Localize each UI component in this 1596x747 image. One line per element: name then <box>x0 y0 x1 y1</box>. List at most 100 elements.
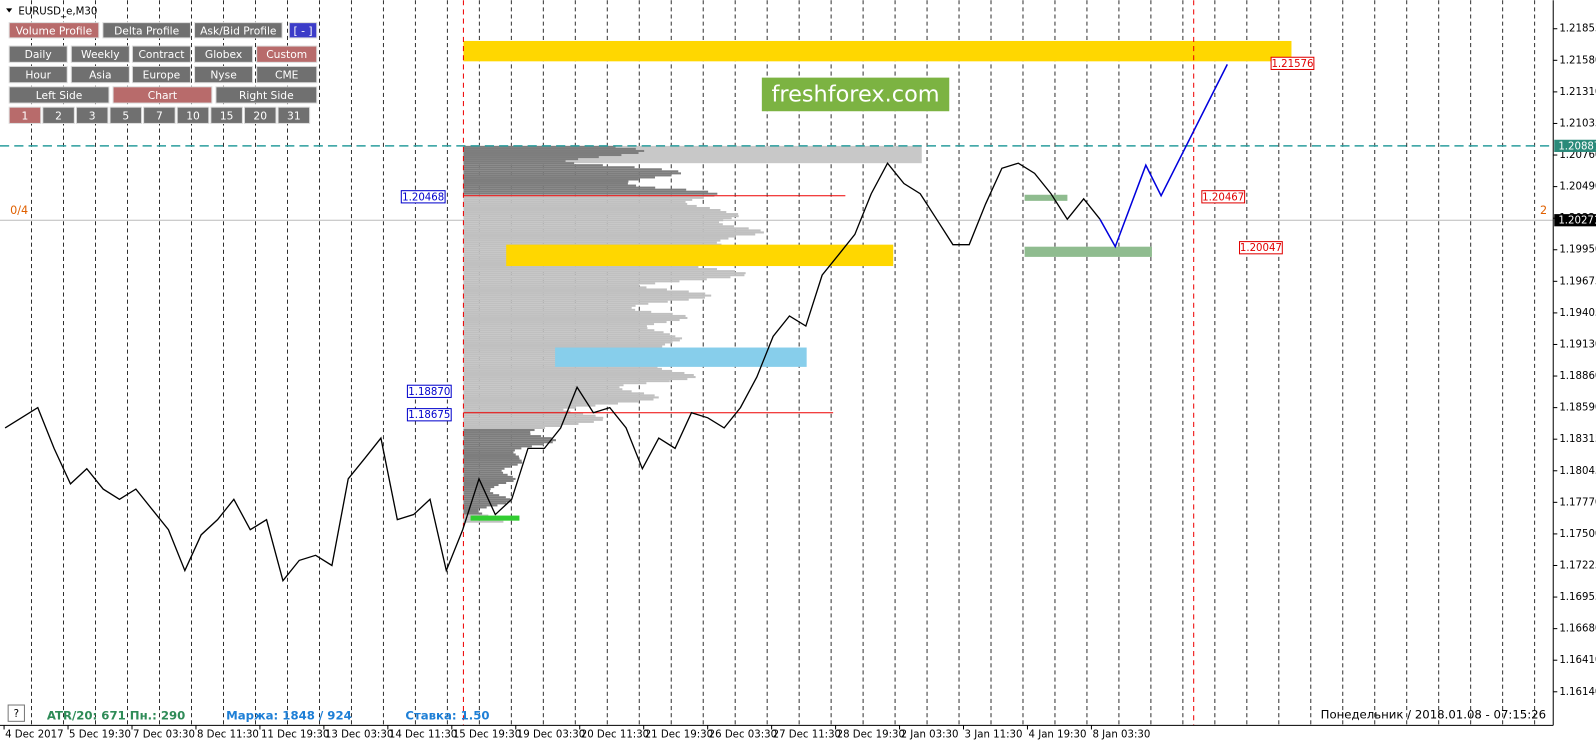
profile-bar <box>463 469 502 472</box>
panel-button[interactable]: Volume Profile <box>8 22 100 39</box>
button-label: 2 <box>55 109 62 122</box>
level-label-box <box>1239 241 1283 255</box>
profile-bar <box>463 182 628 185</box>
profile-bar <box>463 156 599 159</box>
panel-button[interactable]: 10 <box>176 106 210 124</box>
panel-button[interactable]: Nyse <box>194 65 254 84</box>
panel-button[interactable]: 3 <box>75 106 109 124</box>
panel-button[interactable]: Hour <box>8 65 68 84</box>
profile-bar <box>463 233 756 236</box>
profile-bar <box>463 221 720 224</box>
button-label: Weekly <box>81 48 120 61</box>
panel-button[interactable]: 1 <box>8 106 42 124</box>
profile-bar <box>463 306 632 309</box>
profile-bar <box>463 180 629 183</box>
panel-button[interactable]: Globex <box>194 45 254 63</box>
time-tick-label: 19 Dec 03:30 <box>517 730 585 741</box>
panel-button[interactable]: 15 <box>210 106 243 124</box>
level-label: 1.18870 <box>408 387 450 398</box>
panel-button[interactable]: Ask/Bid Profile <box>194 22 283 39</box>
panel-button[interactable]: Chart <box>112 86 213 104</box>
price-tag: 1.20887 <box>1558 141 1596 152</box>
profile-bar <box>463 154 622 157</box>
panel-button[interactable]: Delta Profile <box>102 22 191 39</box>
profile-bar <box>463 437 552 440</box>
button-face <box>215 86 318 104</box>
button-face <box>8 106 42 124</box>
profile-bar <box>463 316 688 320</box>
panel-button[interactable]: Asia <box>70 65 130 84</box>
profile-bar <box>463 343 666 346</box>
help-button[interactable] <box>7 704 25 722</box>
profile-bar <box>463 184 637 187</box>
profile-bar <box>463 227 749 230</box>
profile-bar <box>463 186 656 189</box>
profile-bar <box>463 398 654 401</box>
profile-bar <box>463 494 500 497</box>
button-face <box>42 106 75 124</box>
profile-bar <box>463 394 655 397</box>
profile-bar <box>463 422 579 425</box>
price-tick-label: 1.21855 <box>1559 24 1596 35</box>
button-face <box>112 86 213 104</box>
price-tag-box <box>1554 139 1596 152</box>
panel-button[interactable]: Weekly <box>70 45 130 63</box>
profile-bar <box>463 282 656 285</box>
profile-bar <box>463 406 577 409</box>
profile-bar <box>463 204 697 207</box>
profile-bar <box>463 172 682 175</box>
panel-button[interactable]: 31 <box>277 106 311 124</box>
profile-bar <box>463 321 667 324</box>
panel-button[interactable]: Left Side <box>8 86 110 104</box>
profile-bar <box>463 308 636 311</box>
panel-button[interactable]: 20 <box>243 106 277 124</box>
button-face <box>288 22 318 39</box>
profile-bar <box>463 145 616 148</box>
button-face <box>256 65 318 84</box>
zone <box>1024 194 1068 201</box>
button-face <box>256 45 318 63</box>
button-label: [ - ] <box>294 24 313 37</box>
profile-bar <box>463 431 531 434</box>
panel-button[interactable]: Europe <box>131 65 191 84</box>
axes: 1.21855 1.21580 1.21310 1.21035 1.20760 1.204… <box>3 24 1596 741</box>
profile-bar <box>463 443 544 446</box>
panel-button[interactable]: CME <box>256 65 318 84</box>
panel-button[interactable]: 2 <box>42 106 75 124</box>
atr-status: ATR/20: 671 Пн.: 290 <box>47 709 185 723</box>
profile-bar <box>463 229 761 232</box>
menu-arrow[interactable] <box>6 8 13 13</box>
profile-bar <box>463 455 519 458</box>
panel-button[interactable]: 5 <box>109 106 143 124</box>
button-panel: Volume Profile Delta Profile Ask/Bid Profi… <box>8 22 318 124</box>
button-label: Ask/Bid Profile <box>200 24 276 37</box>
profile-bar <box>463 213 739 216</box>
profile-bar <box>463 435 542 438</box>
panel-button[interactable]: Custom <box>256 45 318 63</box>
profile-bar <box>463 266 699 269</box>
profile-bar <box>463 192 718 195</box>
button-label: Asia <box>89 69 111 82</box>
button-label: Contract <box>138 48 184 61</box>
price-tick-label: 1.21035 <box>1559 118 1596 129</box>
profile-bar <box>463 158 579 161</box>
button-face <box>102 22 191 39</box>
panel-button[interactable]: Contract <box>131 45 191 63</box>
panel-button[interactable]: [ - ] <box>288 22 318 39</box>
profile-bar <box>463 490 491 493</box>
profile-bar <box>463 202 688 205</box>
profile-bar <box>463 296 705 299</box>
button-face <box>194 22 283 39</box>
panel-button[interactable]: Daily <box>8 45 68 63</box>
price-tag: 1.20271 <box>1558 216 1596 227</box>
time-tick-label: 20 Dec 11:30 <box>581 730 649 741</box>
panel-button[interactable]: 7 <box>143 106 176 124</box>
profile-bar <box>463 168 662 171</box>
panel-button[interactable]: Right Side <box>215 86 318 104</box>
price-tick-label: 1.17500 <box>1559 529 1596 540</box>
profile-bar <box>463 345 663 348</box>
level-label-box <box>400 190 446 204</box>
profile-bar <box>463 369 673 372</box>
price-tick-label: 1.19130 <box>1559 339 1596 350</box>
profile-bar <box>463 404 596 407</box>
